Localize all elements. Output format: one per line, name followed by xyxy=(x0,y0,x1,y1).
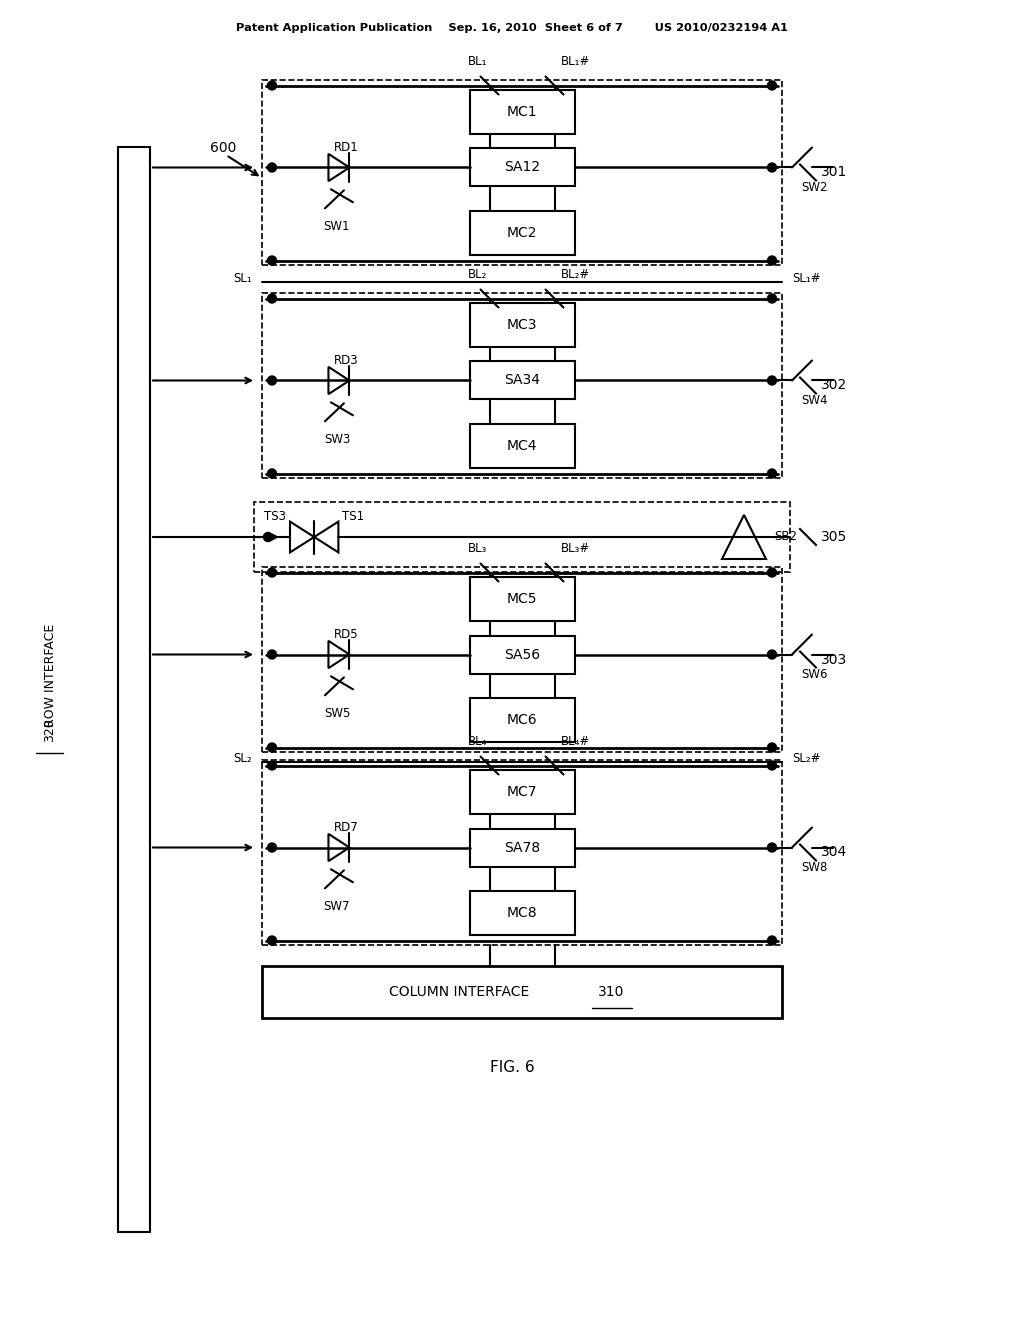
Text: SW1: SW1 xyxy=(324,220,350,232)
Text: SW6: SW6 xyxy=(801,668,827,681)
Text: COLUMN INTERFACE: COLUMN INTERFACE xyxy=(389,985,529,999)
Circle shape xyxy=(768,81,776,90)
Bar xyxy=(469,304,574,347)
Circle shape xyxy=(768,743,776,752)
Circle shape xyxy=(267,568,276,577)
Circle shape xyxy=(768,936,776,945)
Circle shape xyxy=(768,762,776,770)
Text: MC4: MC4 xyxy=(507,440,538,453)
Bar xyxy=(469,148,574,186)
Text: TS1: TS1 xyxy=(342,510,365,523)
Text: BL₃#: BL₃# xyxy=(560,543,590,554)
Bar xyxy=(469,635,574,673)
Text: SA34: SA34 xyxy=(504,374,540,388)
Text: BL₂#: BL₂# xyxy=(560,268,590,281)
Text: SL₁: SL₁ xyxy=(233,272,252,285)
Text: SA56: SA56 xyxy=(504,648,540,661)
Text: 302: 302 xyxy=(821,379,847,392)
Circle shape xyxy=(768,256,776,265)
Text: BL₂: BL₂ xyxy=(468,268,487,281)
Circle shape xyxy=(267,376,276,385)
Text: MC2: MC2 xyxy=(507,226,538,240)
Text: RD7: RD7 xyxy=(334,821,358,834)
Text: SA78: SA78 xyxy=(504,841,540,854)
Text: BL₄#: BL₄# xyxy=(560,735,590,748)
Text: Patent Application Publication    Sep. 16, 2010  Sheet 6 of 7        US 2010/023: Patent Application Publication Sep. 16, … xyxy=(237,22,787,33)
Bar xyxy=(118,147,150,1232)
Text: 305: 305 xyxy=(821,531,847,544)
Bar xyxy=(469,424,574,469)
Circle shape xyxy=(263,532,272,541)
Text: 303: 303 xyxy=(821,652,847,667)
Text: SW4: SW4 xyxy=(801,393,827,407)
Bar xyxy=(262,81,782,265)
Bar xyxy=(469,577,574,620)
Text: SW2: SW2 xyxy=(801,181,827,194)
Text: RD5: RD5 xyxy=(334,628,358,642)
Circle shape xyxy=(768,162,776,172)
Circle shape xyxy=(267,256,276,265)
Text: BL₁: BL₁ xyxy=(468,55,487,69)
Text: MC8: MC8 xyxy=(507,906,538,920)
Text: SL₁#: SL₁# xyxy=(792,272,820,285)
Circle shape xyxy=(768,649,776,659)
Text: SW3: SW3 xyxy=(324,433,350,446)
Text: SW5: SW5 xyxy=(324,706,350,719)
Circle shape xyxy=(768,843,776,851)
Text: SB2: SB2 xyxy=(774,531,797,544)
Circle shape xyxy=(768,469,776,478)
Bar xyxy=(469,90,574,135)
Text: SA12: SA12 xyxy=(504,161,540,174)
Text: SL₂#: SL₂# xyxy=(792,751,820,764)
Text: SL₂: SL₂ xyxy=(233,751,252,764)
Text: BL₁#: BL₁# xyxy=(560,55,590,69)
Bar xyxy=(469,829,574,866)
Text: FIG. 6: FIG. 6 xyxy=(489,1060,535,1076)
Bar xyxy=(262,760,782,945)
Circle shape xyxy=(267,843,276,851)
Circle shape xyxy=(267,81,276,90)
Text: SW7: SW7 xyxy=(324,900,350,913)
Circle shape xyxy=(267,162,276,172)
Circle shape xyxy=(267,743,276,752)
Bar xyxy=(469,891,574,935)
Text: SW8: SW8 xyxy=(801,861,827,874)
Text: TS3: TS3 xyxy=(264,510,286,523)
Bar xyxy=(262,293,782,478)
Text: MC6: MC6 xyxy=(507,713,538,727)
Text: MC3: MC3 xyxy=(507,318,538,333)
Text: RD1: RD1 xyxy=(334,141,358,154)
Text: 301: 301 xyxy=(821,165,847,180)
Text: MC5: MC5 xyxy=(507,591,538,606)
Text: 600: 600 xyxy=(210,141,237,154)
Text: 310: 310 xyxy=(598,985,625,999)
Circle shape xyxy=(267,936,276,945)
Bar xyxy=(469,770,574,814)
Text: RD3: RD3 xyxy=(334,354,358,367)
Bar xyxy=(469,362,574,400)
Text: MC7: MC7 xyxy=(507,785,538,799)
Text: 304: 304 xyxy=(821,846,847,859)
Bar xyxy=(254,502,790,572)
Circle shape xyxy=(768,568,776,577)
Text: 320: 320 xyxy=(43,718,56,742)
Bar xyxy=(469,698,574,742)
Circle shape xyxy=(267,649,276,659)
Bar xyxy=(262,568,782,752)
Circle shape xyxy=(267,294,276,304)
Circle shape xyxy=(267,762,276,770)
Circle shape xyxy=(267,469,276,478)
Bar xyxy=(469,211,574,255)
Circle shape xyxy=(768,294,776,304)
Text: MC1: MC1 xyxy=(507,106,538,119)
Text: BL₃: BL₃ xyxy=(468,543,487,554)
Bar xyxy=(262,966,782,1018)
Text: BL₄: BL₄ xyxy=(468,735,487,748)
Circle shape xyxy=(768,376,776,385)
Text: ROW INTERFACE: ROW INTERFACE xyxy=(43,623,56,726)
